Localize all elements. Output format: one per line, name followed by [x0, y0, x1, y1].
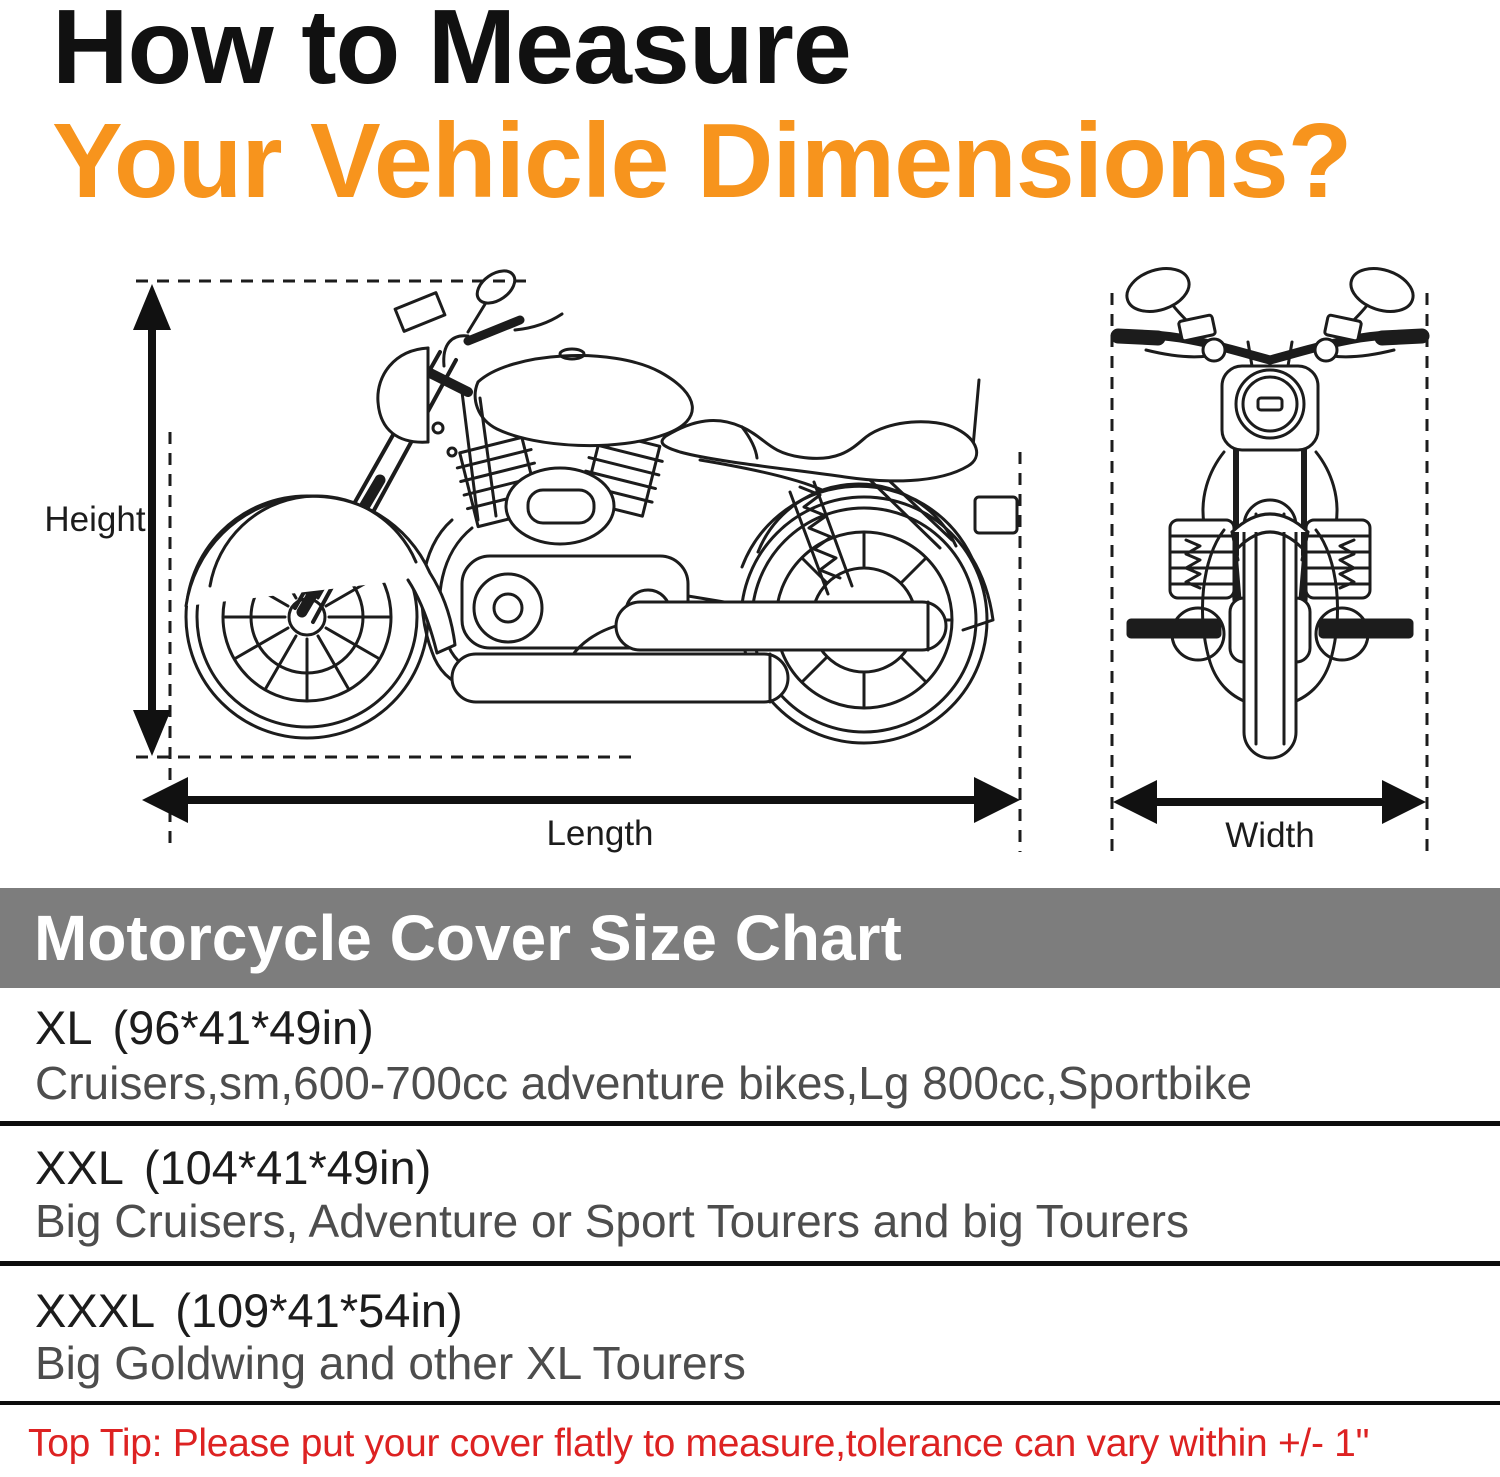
width-arrow-shaft	[1150, 798, 1390, 806]
row-divider	[0, 1401, 1500, 1405]
size-dimensions: (104*41*49in)	[143, 1141, 432, 1194]
motorcycle-side-view-illustration	[184, 269, 1019, 745]
size-label: XXXL	[35, 1284, 156, 1337]
size-dimensions: (96*41*49in)	[112, 1001, 374, 1054]
width-dimension-label: Width	[1225, 816, 1315, 855]
measurement-diagram	[133, 267, 1430, 852]
top-tip-text: Top Tip: Please put your cover flatly to…	[28, 1422, 1370, 1465]
size-chart-heading: Motorcycle Cover Size Chart	[34, 902, 902, 974]
length-arrow-shaft	[180, 796, 985, 804]
size-label: XL	[35, 1001, 93, 1054]
row-divider	[0, 1261, 1500, 1266]
length-arrow-left-head	[142, 777, 188, 823]
page-title: How to Measure	[52, 0, 852, 106]
motorcycle-front-view-illustration	[1110, 267, 1430, 760]
page-subtitle: Your Vehicle Dimensions?	[52, 102, 1352, 220]
size-row-xl-description: Cruisers,sm,600-700cc adventure bikes,Lg…	[35, 1057, 1253, 1109]
size-dimensions: (109*41*54in)	[175, 1284, 463, 1337]
width-arrow-right-head	[1382, 780, 1426, 824]
height-arrow-down-head	[133, 710, 171, 756]
size-chart-banner: Motorcycle Cover Size Chart	[0, 888, 1500, 988]
row-divider	[0, 1121, 1500, 1126]
dimension-dashed-guides	[136, 279, 1429, 852]
height-arrow-up-head	[133, 284, 171, 330]
length-dimension-label: Length	[546, 814, 654, 853]
height-dimension-label: Height	[44, 500, 146, 539]
width-arrow-left-head	[1113, 780, 1157, 824]
length-arrow-right-head	[974, 777, 1020, 823]
size-row-xxxl-title: XXXL (109*41*54in)	[35, 1283, 463, 1338]
size-row-xl-title: XL (96*41*49in)	[35, 1000, 374, 1055]
height-arrow-shaft	[148, 318, 156, 722]
size-row-xxl-title: XXL (104*41*49in)	[35, 1140, 431, 1195]
size-label: XXL	[35, 1141, 124, 1194]
size-row-xxxl-description: Big Goldwing and other XL Tourers	[35, 1337, 746, 1389]
size-row-xxl-description: Big Cruisers, Adventure or Sport Tourers…	[35, 1195, 1189, 1247]
dimension-arrows	[133, 284, 1426, 824]
